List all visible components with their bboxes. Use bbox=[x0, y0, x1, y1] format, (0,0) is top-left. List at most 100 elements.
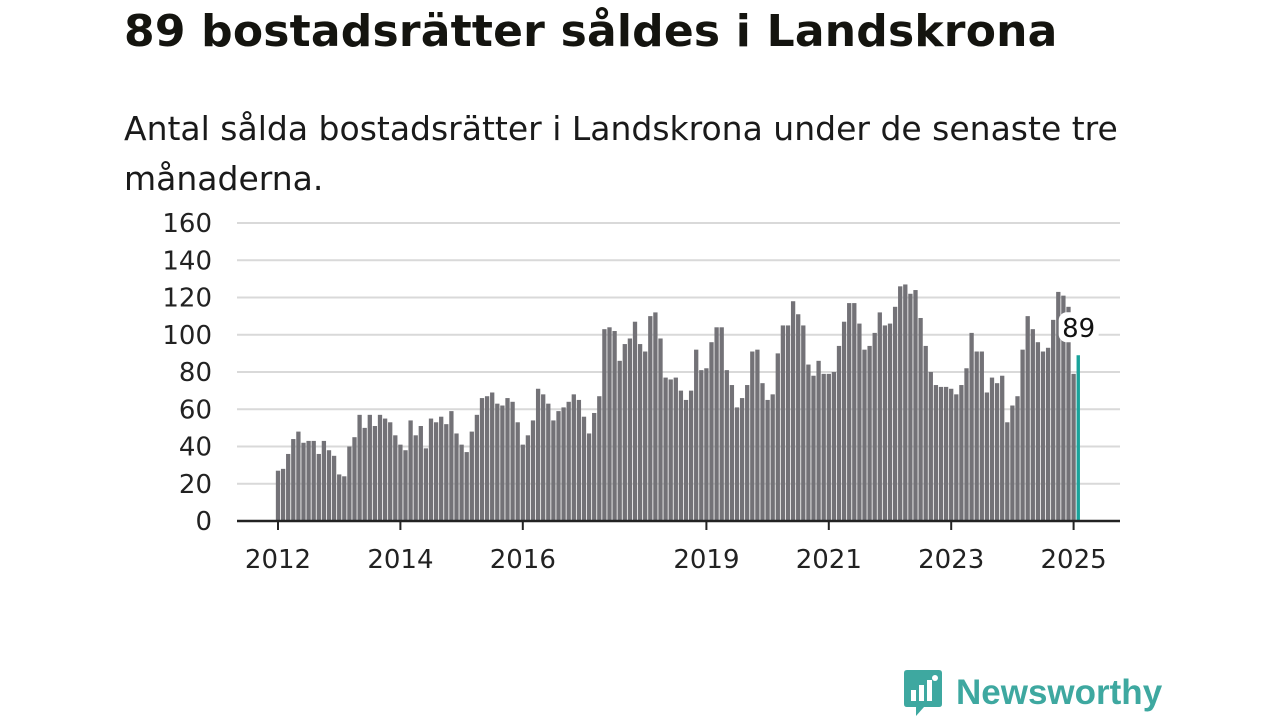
bar bbox=[382, 418, 388, 521]
bar bbox=[892, 306, 898, 521]
bar bbox=[367, 414, 372, 521]
bar bbox=[490, 392, 495, 521]
bar bbox=[1045, 347, 1051, 521]
bar bbox=[872, 332, 877, 521]
bar bbox=[602, 329, 607, 521]
bar bbox=[535, 388, 541, 521]
bar bbox=[928, 372, 933, 521]
x-tick-label: 2019 bbox=[673, 545, 739, 575]
bar bbox=[479, 398, 485, 521]
bar bbox=[750, 351, 755, 521]
bar bbox=[576, 399, 582, 521]
bar bbox=[694, 349, 699, 521]
bar bbox=[586, 433, 592, 521]
bar bbox=[831, 372, 837, 521]
bar bbox=[321, 440, 327, 521]
bar bbox=[836, 345, 842, 521]
bar bbox=[372, 426, 378, 521]
bar bbox=[801, 325, 806, 521]
y-tick-label: 40 bbox=[179, 433, 212, 463]
bar bbox=[719, 327, 724, 521]
bar bbox=[847, 303, 852, 521]
bar bbox=[683, 399, 689, 521]
bar bbox=[612, 331, 617, 521]
bar bbox=[388, 422, 393, 521]
y-tick-label: 20 bbox=[179, 470, 212, 500]
bar bbox=[1015, 396, 1020, 521]
bar bbox=[954, 394, 959, 521]
bar bbox=[622, 344, 627, 521]
bar bbox=[275, 470, 281, 521]
bar bbox=[459, 444, 464, 521]
bar bbox=[362, 427, 367, 522]
bar bbox=[1010, 405, 1015, 521]
bar bbox=[515, 422, 520, 521]
bar bbox=[969, 332, 974, 521]
bar bbox=[306, 440, 311, 521]
bar bbox=[439, 416, 444, 521]
bar bbox=[857, 323, 862, 521]
bar bbox=[607, 327, 612, 521]
bar bbox=[653, 312, 658, 521]
bar bbox=[469, 431, 474, 521]
bar bbox=[561, 407, 566, 521]
bar bbox=[903, 284, 908, 521]
bar bbox=[923, 345, 928, 521]
bar bbox=[525, 435, 531, 521]
bar bbox=[556, 411, 561, 521]
bar bbox=[887, 323, 893, 521]
bar bbox=[780, 325, 786, 521]
bar bbox=[729, 385, 735, 521]
bar bbox=[311, 440, 316, 521]
bar bbox=[806, 364, 811, 521]
bar bbox=[755, 349, 760, 521]
bar bbox=[867, 345, 872, 521]
bar bbox=[637, 344, 643, 521]
bar bbox=[530, 420, 536, 521]
y-tick-label: 80 bbox=[179, 358, 212, 388]
y-tick-label: 60 bbox=[179, 395, 212, 425]
bar bbox=[699, 370, 704, 521]
bar bbox=[913, 290, 918, 521]
bar bbox=[938, 386, 944, 521]
bar bbox=[581, 416, 587, 521]
bar bbox=[597, 396, 602, 521]
bar bbox=[520, 444, 525, 521]
bar bbox=[811, 375, 816, 521]
bar bbox=[541, 394, 546, 521]
bar bbox=[898, 286, 903, 521]
bar bbox=[331, 455, 337, 521]
bar bbox=[739, 398, 745, 521]
last-value-label-bg bbox=[1058, 312, 1099, 343]
bar bbox=[790, 301, 796, 521]
bar bbox=[433, 422, 439, 521]
bar bbox=[785, 325, 791, 521]
bar bbox=[398, 444, 403, 521]
bar bbox=[765, 399, 770, 521]
bar bbox=[500, 405, 505, 521]
x-tick-label: 2023 bbox=[918, 545, 984, 575]
bar bbox=[816, 360, 821, 521]
y-tick-label: 160 bbox=[162, 209, 212, 239]
bar bbox=[862, 349, 867, 521]
bar bbox=[826, 373, 831, 521]
bar bbox=[933, 385, 939, 521]
chart-title: 89 bostadsrätter såldes i Landskrona bbox=[124, 6, 1058, 57]
bar bbox=[770, 394, 775, 521]
chart-subtitle: Antal sålda bostadsrätter i Landskrona u… bbox=[124, 109, 1118, 198]
bar bbox=[908, 293, 913, 521]
bar bbox=[704, 368, 709, 521]
bar bbox=[627, 338, 633, 521]
bar bbox=[796, 314, 801, 521]
bar bbox=[821, 373, 826, 521]
bar bbox=[714, 327, 719, 521]
bar bbox=[413, 435, 418, 521]
bar bbox=[1056, 291, 1061, 521]
bar bbox=[943, 386, 949, 521]
bar bbox=[734, 407, 740, 521]
bar bbox=[979, 351, 984, 521]
bar bbox=[663, 377, 668, 521]
x-tick-label: 2016 bbox=[490, 545, 556, 575]
bar bbox=[474, 414, 480, 521]
bar bbox=[775, 353, 780, 522]
